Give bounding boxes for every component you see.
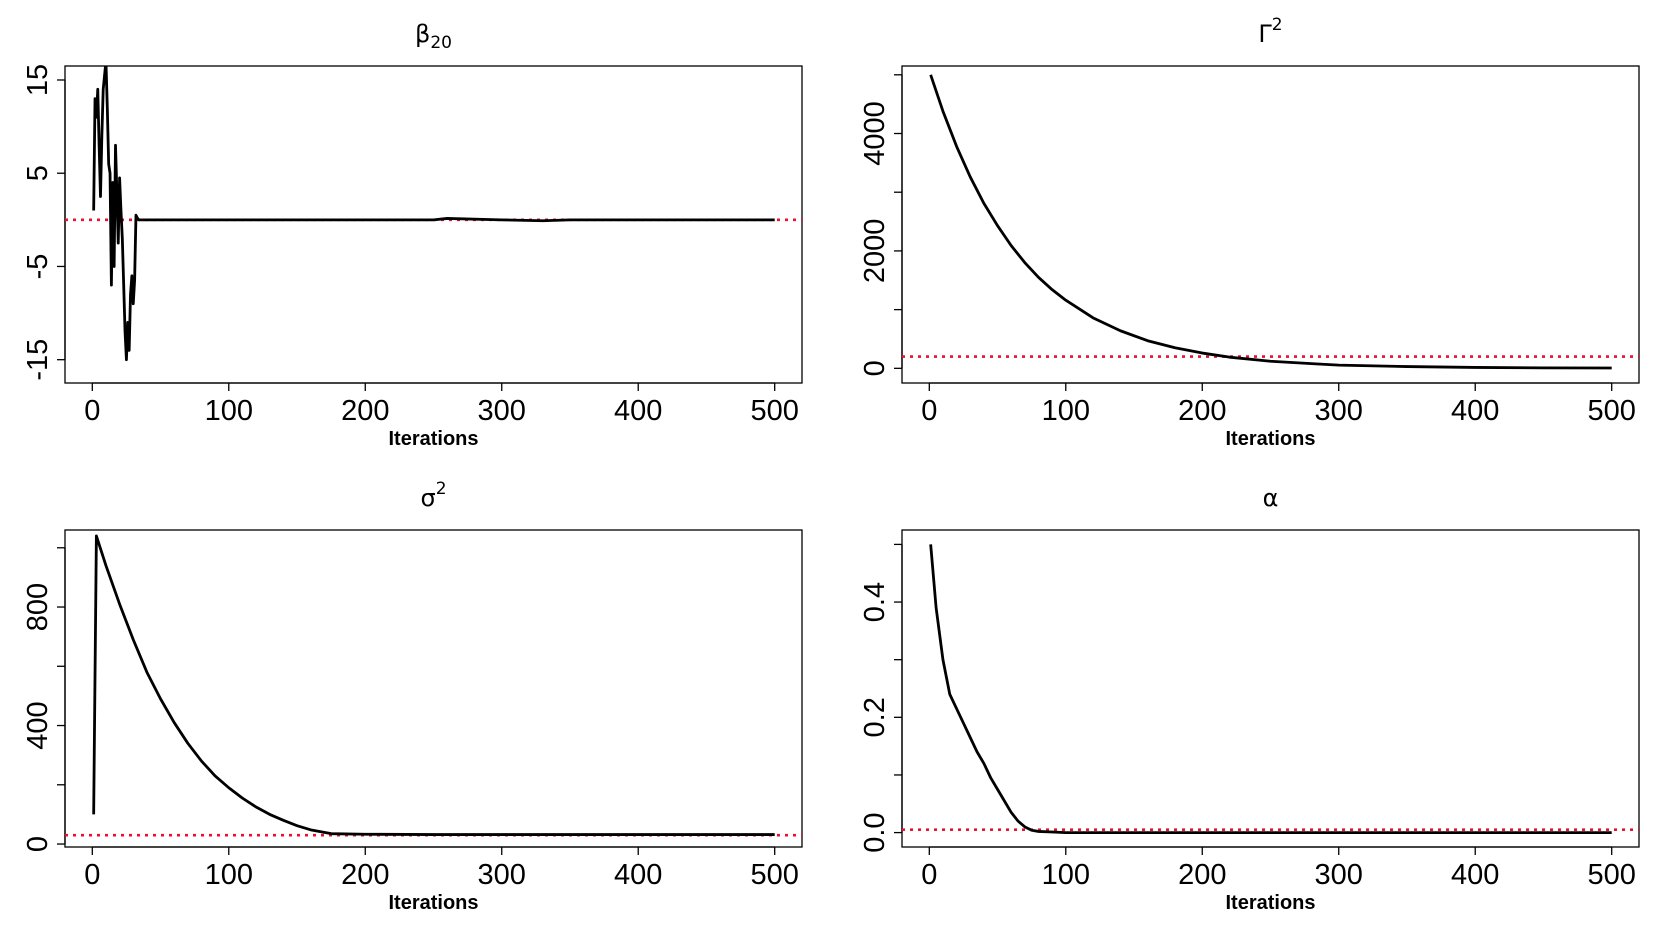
panel-title: α [1263, 484, 1279, 512]
panel-title-main: β [415, 20, 430, 48]
y-tick-label: 0.0 [859, 812, 891, 852]
y-tick-label: 2000 [859, 219, 891, 284]
plot-frame [64, 529, 803, 848]
x-tick-label: 400 [614, 859, 662, 891]
x-tick-label: 500 [1588, 395, 1636, 427]
plot-frame [64, 65, 803, 384]
y-tick-label: -15 [22, 339, 54, 381]
panel-title: Γ2 [1258, 15, 1282, 48]
x-tick-label: 0 [84, 859, 100, 891]
panel-title: σ2 [420, 479, 446, 512]
x-tick-label: 200 [341, 395, 389, 427]
trace-line-1 [92, 534, 775, 836]
panel-3: σ2 0 100 200 300 400 500 Iterations 0 400 800 [22, 479, 803, 914]
y-tick-label: 5 [22, 165, 54, 181]
y-tick-label: 400 [22, 701, 54, 749]
y-tick-label: 15 [22, 64, 54, 96]
x-tick-label: 300 [1315, 859, 1363, 891]
panel-title-main: σ [420, 484, 435, 512]
x-tick-label: 0 [921, 859, 937, 891]
y-tick-label: 4000 [859, 101, 891, 166]
x-tick-label: 300 [478, 395, 526, 427]
y-tick-label: 0.2 [859, 697, 891, 737]
x-tick-label: 100 [205, 395, 253, 427]
panel-title-superscript: 2 [436, 479, 447, 499]
panel-title-main: α [1263, 484, 1279, 512]
x-tick-label: 300 [478, 859, 526, 891]
x-axis-label: Iterations [388, 892, 478, 914]
x-tick-label: 100 [1042, 395, 1090, 427]
plot-frame [901, 65, 1640, 384]
x-axis-label: Iterations [1225, 892, 1315, 914]
y-tick-label: 800 [22, 583, 54, 631]
x-tick-label: 100 [205, 859, 253, 891]
plot-frame [901, 529, 1640, 848]
trace-line-1 [92, 66, 775, 362]
y-tick-label: 0.4 [859, 582, 891, 622]
x-tick-label: 100 [1042, 859, 1090, 891]
y-tick-label: 0 [22, 836, 54, 852]
x-tick-label: 500 [751, 859, 799, 891]
x-axis-label: Iterations [388, 428, 478, 450]
panel-title: β20 [415, 20, 452, 53]
x-tick-label: 400 [614, 395, 662, 427]
panel-title-subscript: 20 [430, 33, 452, 53]
trace-line-1 [929, 544, 1612, 834]
x-tick-label: 400 [1451, 859, 1499, 891]
x-tick-label: 300 [1315, 395, 1363, 427]
x-tick-label: 400 [1451, 395, 1499, 427]
x-tick-label: 0 [84, 395, 100, 427]
trace-line-1 [929, 74, 1612, 370]
panel-4: α 0 100 200 300 400 500 Iterations 0.0 0.2 0.4 [859, 484, 1640, 914]
x-tick-label: 500 [751, 395, 799, 427]
x-tick-label: 500 [1588, 859, 1636, 891]
panel-2: Γ2 0 100 200 300 400 500 Iterations 0 2000 4000 [859, 15, 1640, 450]
x-tick-label: 200 [341, 859, 389, 891]
panel-title-superscript: 2 [1272, 15, 1283, 35]
x-tick-label: 200 [1178, 395, 1226, 427]
panel-title-main: Γ [1258, 20, 1272, 48]
x-tick-label: 200 [1178, 859, 1226, 891]
x-tick-label: 0 [921, 395, 937, 427]
x-axis-label: Iterations [1225, 428, 1315, 450]
y-tick-label: 0 [859, 360, 891, 376]
y-tick-label: -5 [22, 254, 54, 280]
